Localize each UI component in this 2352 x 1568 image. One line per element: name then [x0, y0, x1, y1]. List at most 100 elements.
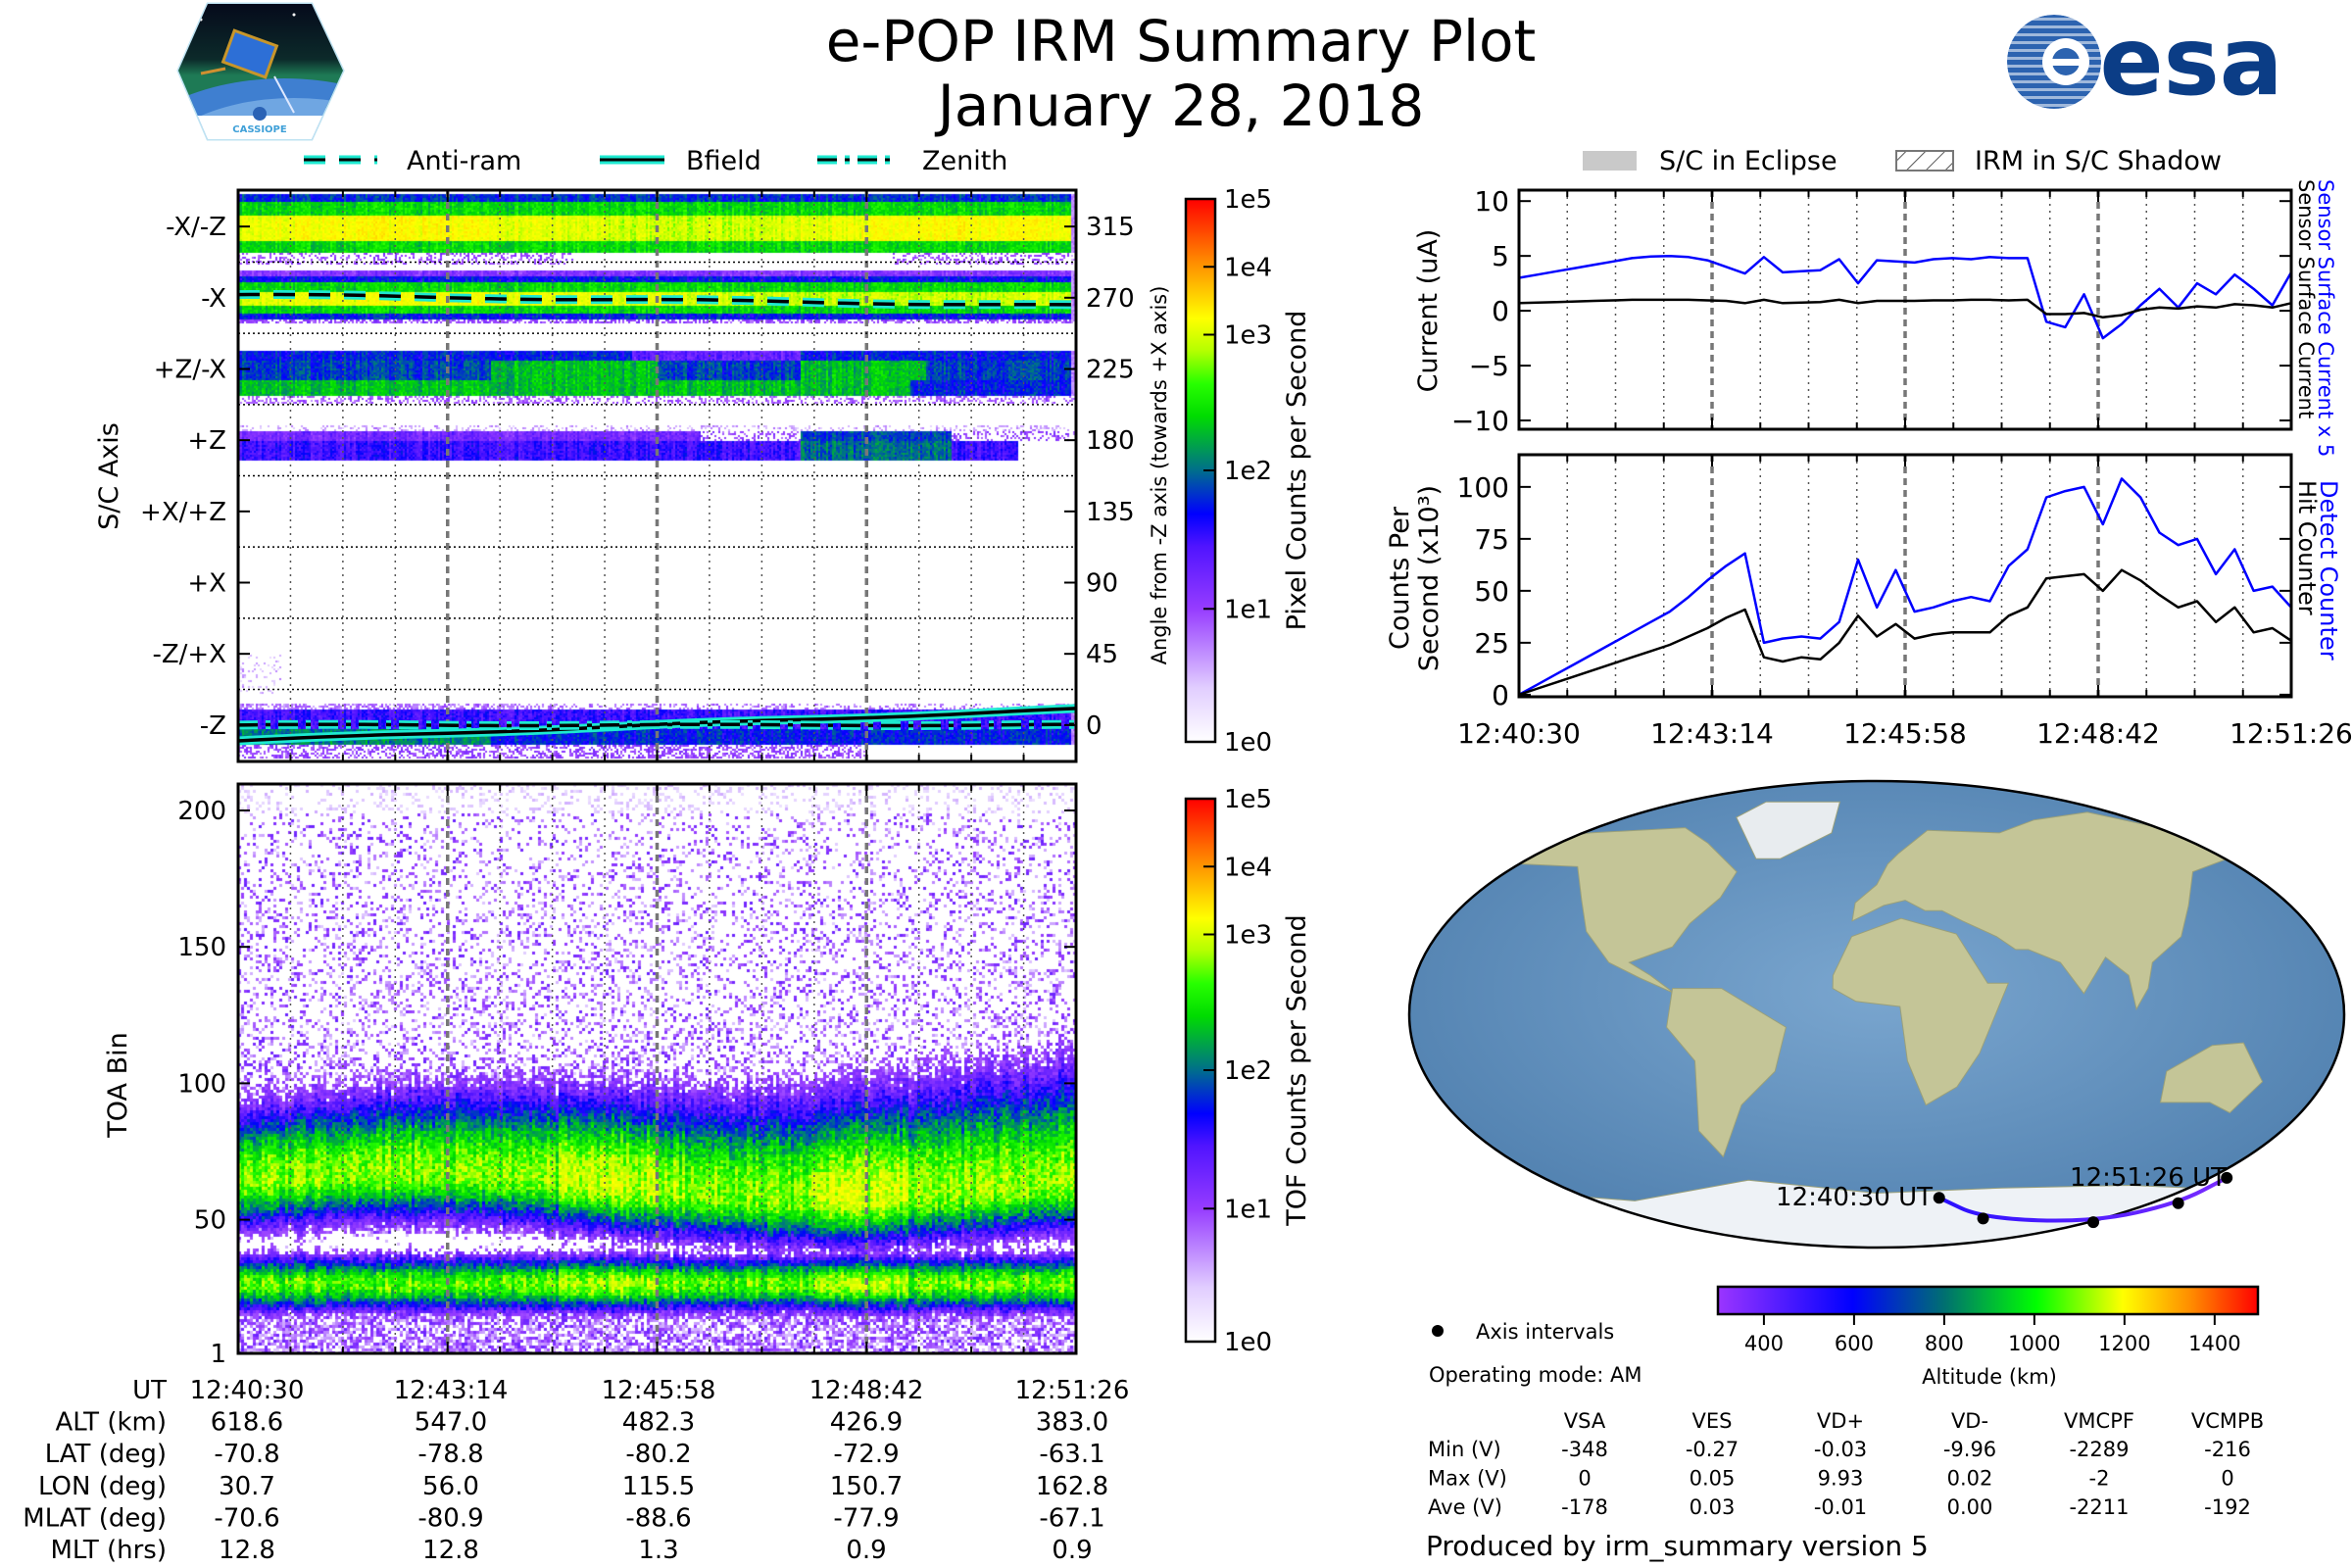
- toa-tick-label: 100: [177, 1069, 226, 1099]
- voltage-cell: -216: [2204, 1438, 2251, 1461]
- counts-plot-y-tick-label: 25: [1474, 627, 1509, 660]
- esa-logo: esa: [2007, 7, 2283, 117]
- colorbar-tick-label: 1e5: [1224, 185, 1272, 215]
- track-start-label: 12:40:30 UT: [1776, 1183, 1933, 1212]
- colorbar-tick-label: 1e1: [1224, 595, 1272, 624]
- ephemeris-cell: -72.9: [833, 1440, 899, 1469]
- pixel-plot-frame: [236, 188, 1078, 763]
- series-line-sensor-surface-current-x-5: [1518, 254, 2293, 340]
- series-line-hit-counter: [1518, 568, 2292, 697]
- tof-plot-frame: [236, 782, 1078, 1355]
- ephemeris-row-label: ALT (km): [55, 1408, 167, 1438]
- overlay-legend: Anti-ram Bfield Zenith: [304, 146, 1007, 176]
- voltage-cell: -178: [1561, 1495, 1608, 1519]
- angle-tick-label: 45: [1086, 640, 1118, 669]
- voltage-cell: -0.03: [1814, 1438, 1867, 1461]
- zenith-line: [237, 722, 1077, 728]
- angle-tick-label: 180: [1086, 426, 1135, 456]
- sc-axis-tick-label: +X/+Z: [140, 498, 226, 527]
- counts-axis-label-line2: Second (x10³): [1414, 485, 1445, 671]
- ephemeris-cell: 618.6: [211, 1408, 283, 1438]
- ephemeris-cell: 12:45:58: [602, 1376, 716, 1405]
- operating-mode: Operating mode: AM: [1429, 1363, 1642, 1387]
- voltage-cell: 0: [1578, 1467, 1591, 1491]
- sc-axis-tick-label: -X: [201, 284, 226, 314]
- footer-note: Produced by irm_summary version 5: [1426, 1530, 1929, 1562]
- voltage-column-header: VMCPF: [2064, 1409, 2134, 1433]
- cassiope-logo: CASSIOPE: [176, 2, 345, 141]
- ephemeris-cell: -67.1: [1039, 1503, 1104, 1533]
- voltage-cell: -348: [1561, 1438, 1608, 1461]
- ephemeris-cell: 0.9: [1052, 1536, 1092, 1565]
- colorbar-tick-label: 1e5: [1224, 785, 1272, 814]
- sc-axis-label: S/C Axis: [94, 422, 124, 530]
- angle-tick-label: 270: [1086, 284, 1135, 314]
- voltage-cell: 9.93: [1818, 1467, 1864, 1491]
- sc-axis-tick-label: -Z/+X: [152, 640, 226, 669]
- ephemeris-cell: 12:51:26: [1015, 1376, 1130, 1405]
- angle-tick-label: 135: [1086, 498, 1135, 527]
- altitude-tick-label: 1400: [2188, 1332, 2240, 1355]
- pixel-plot-overlay: -X/-Z 315 -X 270 +Z/-X 225 +Z 180 +X/+Z 135 +X 90 -Z…: [140, 188, 1135, 763]
- ephemeris-cell: -63.1: [1039, 1440, 1104, 1469]
- voltage-cell: -2211: [2069, 1495, 2129, 1519]
- axis-interval-marker: [2172, 1197, 2184, 1209]
- current-plot-y-tick-label: −10: [1451, 405, 1509, 437]
- legend-zenith: Zenith: [817, 146, 1007, 176]
- axis-interval-marker: [2087, 1216, 2100, 1229]
- land-africa: [1832, 917, 2010, 1106]
- ephemeris-cell: 56.0: [422, 1472, 479, 1501]
- ephemeris-table: UT 12:40:30 12:43:14 12:45:58 12:48:42 12:51:…: [23, 1376, 1129, 1565]
- colorbar-tick-label: 1e4: [1224, 853, 1272, 882]
- voltage-column-header: VSA: [1564, 1409, 1606, 1433]
- angle-tick-label: 0: [1086, 711, 1102, 741]
- colorbar-tick-label: 1e3: [1224, 921, 1272, 951]
- counts-plot-frame: [1517, 453, 2293, 699]
- current-plot-y-tick-label: 0: [1492, 295, 1509, 327]
- land-south-america: [1666, 988, 1787, 1158]
- ephemeris-cell: 0.9: [846, 1536, 886, 1565]
- time-tick-label: 12:45:58: [1843, 717, 1967, 750]
- pixel-colorbar: 1e5 1e4 1e3 1e2 1e1 1e0: [1184, 185, 1272, 758]
- current-plot-y-tick-label: 10: [1474, 185, 1509, 218]
- voltage-cell: 0: [2221, 1467, 2233, 1491]
- track-end-label: 12:51:26 UT: [2070, 1163, 2227, 1193]
- ephemeris-row-label: MLT (hrs): [51, 1536, 168, 1565]
- ephemeris-cell: 12.8: [422, 1536, 479, 1565]
- ephemeris-cell: -77.9: [833, 1503, 899, 1533]
- voltage-row-label: Min (V): [1428, 1438, 1501, 1461]
- voltage-column-header: VD-: [1951, 1409, 1988, 1433]
- land-australia: [2159, 1042, 2264, 1114]
- voltage-cell: 0.02: [1947, 1467, 1993, 1491]
- voltage-cell: -2: [2089, 1467, 2110, 1491]
- time-tick-label: 12:40:30: [1457, 717, 1581, 750]
- counts-axis-label-line1: Counts Per: [1385, 506, 1415, 650]
- time-tick-label: 12:43:14: [1650, 717, 1774, 750]
- voltage-cell: -0.27: [1686, 1438, 1739, 1461]
- ephemeris-cell: -88.6: [625, 1503, 691, 1533]
- figure-title: e-POP IRM Summary Plot: [826, 8, 1537, 74]
- axis-intervals-label: Axis intervals: [1476, 1320, 1614, 1344]
- eclipse-label: S/C in Eclipse: [1659, 146, 1838, 176]
- colorbar-tick-label: 1e1: [1224, 1195, 1272, 1224]
- land-eurasia: [1851, 811, 2268, 1011]
- voltage-column-header: VD+: [1817, 1409, 1864, 1433]
- voltage-row-label: Ave (V): [1428, 1495, 1502, 1519]
- counts-plot: 100 75 50 25 0: [1457, 453, 2293, 711]
- voltage-table: VSA VES VD+ VD- VMCPF VCMPB Min (V) -348 -0.27 -0…: [1428, 1409, 2264, 1519]
- altitude-tick-label: 400: [1744, 1332, 1784, 1355]
- esa-emblem-icon: [2007, 15, 2101, 109]
- shadow-label: IRM in S/C Shadow: [1975, 146, 2222, 176]
- axis-interval-marker: [2221, 1171, 2233, 1184]
- orbit-map: 12:40:30 UT 12:51:26 UT: [1407, 779, 2346, 1250]
- voltage-cell: -192: [2204, 1495, 2251, 1519]
- voltage-cell: -9.96: [1943, 1438, 1996, 1461]
- current-plot-frame: [1517, 188, 2293, 431]
- time-axis-labels: 12:40:30 12:43:14 12:45:58 12:48:42 12:51:26: [1457, 717, 2352, 750]
- altitude-tick-label: 1000: [2008, 1332, 2060, 1355]
- ephemeris-cell: 115.5: [622, 1472, 695, 1501]
- current-plot-y-tick-label: −5: [1469, 350, 1509, 382]
- voltage-column-header: VCMPB: [2191, 1409, 2264, 1433]
- colorbar-tick-label: 1e3: [1224, 321, 1272, 351]
